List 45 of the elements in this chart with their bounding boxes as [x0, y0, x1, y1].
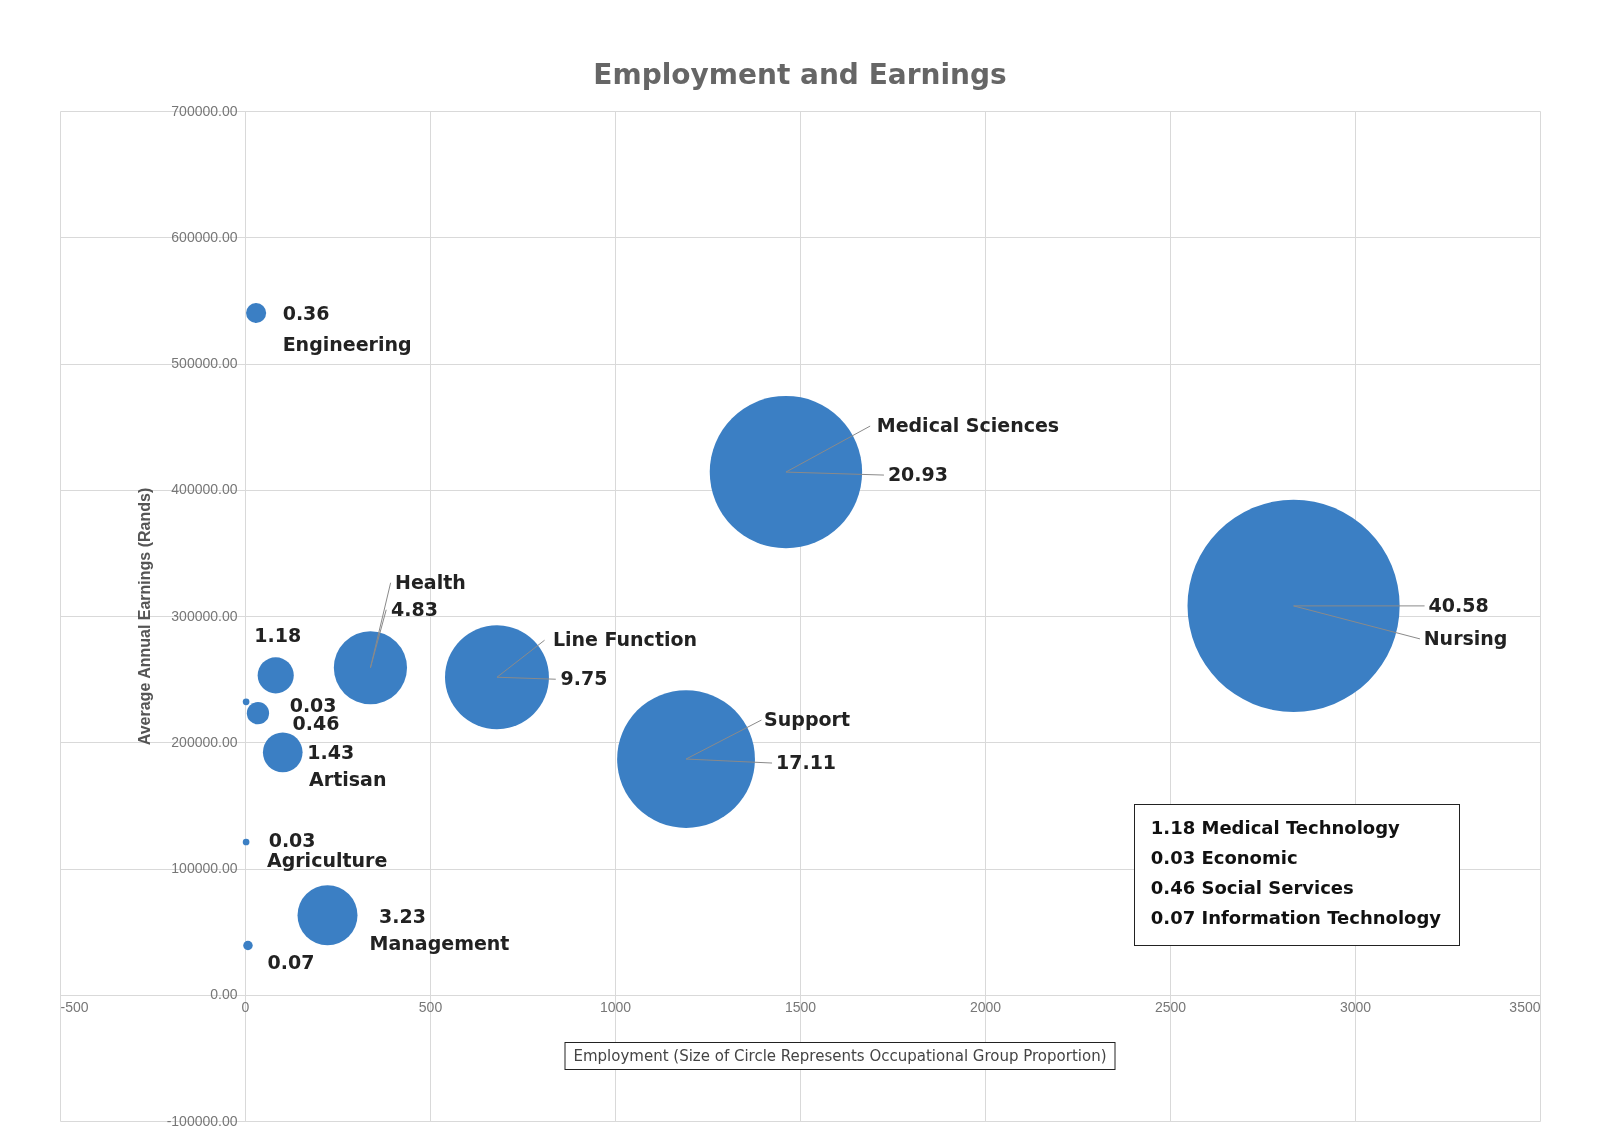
annotation: 0.07 [267, 950, 315, 973]
x-tick-label: 2500 [1154, 999, 1187, 1016]
x-tick-label: -500 [60, 999, 89, 1016]
annotation: 0.46 Social Services [1150, 875, 1355, 900]
x-tick-label: 0 [241, 999, 250, 1016]
y-tick-label: 100000.00 [171, 860, 238, 876]
y-tick-label: 600000.00 [171, 228, 238, 245]
annotation: Agriculture [266, 848, 388, 871]
y-tick-label: 400000.00 [171, 481, 238, 498]
annotation: Artisan [309, 768, 387, 791]
annotation: 0.03 Economic [1150, 845, 1299, 870]
annotation: 17.11 [775, 751, 837, 774]
annotation: Engineering [282, 333, 412, 355]
y-tick-label: 0.00 [210, 986, 238, 1003]
annotation: 0.36 [282, 302, 330, 324]
annotation: 0.03 [268, 828, 316, 851]
y-tick-label: 500000.00 [171, 355, 238, 371]
annotation: 9.75 [560, 667, 608, 690]
annotation: 20.93 [887, 463, 948, 486]
y-tick-label: 200000.00 [171, 733, 238, 750]
x-tick-label: 1500 [784, 999, 817, 1016]
annotation: 1.43 [307, 741, 355, 764]
annotation: Support [764, 708, 850, 731]
annotation: 1.18 Medical Technology [1150, 815, 1401, 840]
annotation: Management [369, 932, 510, 955]
annotation: 1.18 [254, 624, 302, 647]
annotation: 0.07 Information Technology [1150, 905, 1442, 930]
chart-title: Employment and Earnings [593, 58, 1007, 91]
y-tick-label: 300000.00 [171, 607, 238, 624]
x-tick-label: 3500 [1509, 999, 1541, 1016]
x-tick-label: 2000 [969, 999, 1002, 1016]
annotation: 4.83 [390, 597, 438, 620]
y-tick-label: 700000.00 [171, 102, 238, 119]
x-axis-title: Employment (Size of Circle Represents Occupational Group Proportion) [564, 1042, 1116, 1070]
annotation: Nursing [1423, 626, 1508, 649]
annotation: Line Function [552, 628, 698, 651]
y-tick-label: -100000.00 [166, 1112, 238, 1129]
annotation: Health [395, 570, 466, 593]
x-tick-label: 500 [418, 999, 443, 1016]
x-tick-label: 3000 [1339, 999, 1372, 1016]
x-tick-label: 1000 [599, 999, 632, 1016]
y-axis-title: Average Annual Earnings (Rands) [135, 487, 153, 746]
annotation: 3.23 [379, 905, 426, 928]
annotation: Medical Sciences [876, 414, 1060, 437]
annotation: 40.58 [1428, 593, 1489, 616]
